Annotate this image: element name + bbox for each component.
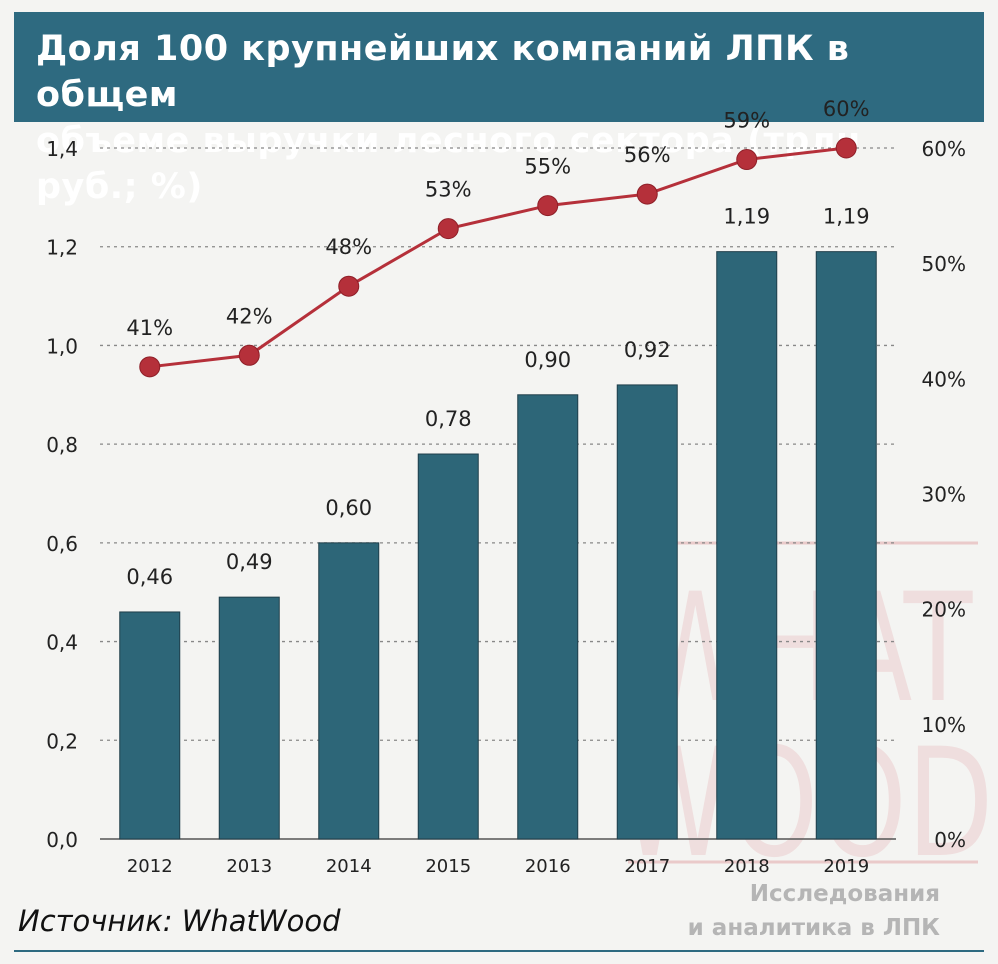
tagline-line2: и аналитика в ЛПК [687, 915, 940, 941]
y-left-tick-label: 1,0 [46, 334, 78, 358]
source-note: Источник: WhatWood [18, 904, 341, 938]
y-left-tick-label: 1,4 [46, 137, 78, 161]
x-tick-label: 2015 [425, 856, 471, 877]
x-tick-label: 2019 [823, 856, 869, 877]
bar [517, 394, 579, 840]
bar [716, 251, 778, 840]
line-point [835, 137, 857, 159]
y-left-tick-label: 0,2 [46, 729, 78, 753]
bar-value-label: 0,60 [325, 496, 372, 520]
x-tick-label: 2018 [724, 856, 770, 877]
line-point [238, 344, 260, 366]
bar [318, 542, 380, 840]
bar-value-label: 0,78 [425, 407, 472, 431]
line-value-label: 48% [325, 235, 372, 259]
bar-value-label: 0,90 [524, 348, 571, 372]
line-point [636, 183, 658, 205]
bar-value-label: 1,19 [823, 205, 870, 229]
y-left-tick-label: 0,6 [46, 532, 78, 556]
line-value-label: 59% [723, 109, 770, 133]
bar-value-label: 0,49 [226, 550, 273, 574]
watermark-tagline: Исследования и аналитика в ЛПК [688, 877, 940, 945]
y-right-tick-label: 30% [922, 483, 966, 507]
bar-series [119, 251, 877, 840]
y-right-tick-label: 40% [922, 367, 966, 391]
line-point [537, 195, 559, 217]
x-tick-label: 2012 [127, 856, 173, 877]
bar-value-label: 0,92 [624, 338, 671, 362]
line-value-label: 55% [524, 155, 571, 179]
footer-divider [14, 950, 984, 952]
line-value-label: 56% [624, 143, 671, 167]
line-value-label: 41% [126, 316, 173, 340]
line-path [149, 146, 847, 369]
bar [417, 453, 479, 840]
line-point [437, 218, 459, 240]
line-value-label: 60% [823, 97, 870, 121]
line-series [139, 137, 857, 378]
bar-data-labels: 0,46 0,49 0,60 0,78 0,90 0,92 1,19 1,19 [126, 205, 869, 589]
bar-value-label: 1,19 [723, 205, 770, 229]
x-axis: 2012 2013 2014 2015 2016 2017 2018 2019 [127, 856, 869, 877]
line-data-labels: 41% 42% 48% 53% 55% 56% 59% 60% [126, 97, 869, 340]
tagline-line1: Исследования [749, 881, 940, 907]
y-left-tick-label: 1,2 [46, 236, 78, 260]
watermark-logo: WHAT WOOD [619, 541, 994, 891]
bar [218, 596, 280, 840]
x-tick-label: 2017 [624, 856, 670, 877]
line-point [338, 275, 360, 297]
y-axis-left: 0,0 0,2 0,4 0,6 0,8 1,0 1,2 1,4 [46, 137, 78, 852]
y-axis-right: 0% 10% 20% 30% 40% 50% 60% [922, 137, 966, 852]
bar [815, 251, 877, 840]
line-value-label: 42% [226, 304, 273, 328]
x-tick-label: 2014 [326, 856, 372, 877]
y-left-tick-label: 0,8 [46, 433, 78, 457]
watermark-logo-line1: WHAT [640, 562, 974, 736]
chart-title-box: Доля 100 крупнейших компаний ЛПК в общем… [14, 12, 984, 207]
y-right-tick-label: 50% [922, 252, 966, 276]
y-right-tick-label: 20% [922, 598, 966, 622]
y-left-tick-label: 0,0 [46, 828, 78, 852]
y-right-tick-label: 60% [922, 137, 966, 161]
bar [119, 611, 181, 840]
x-tick-label: 2013 [226, 856, 272, 877]
y-left-tick-label: 0,4 [46, 631, 78, 655]
bar-value-label: 0,46 [126, 565, 173, 589]
bar [616, 384, 678, 840]
line-point [139, 356, 161, 378]
line-value-label: 53% [425, 178, 472, 202]
chart-title: Доля 100 крупнейших компаний ЛПК в общем… [36, 29, 861, 207]
watermark-logo-line2: WOOD [619, 717, 994, 891]
x-tick-label: 2016 [525, 856, 571, 877]
line-point [736, 149, 758, 171]
y-right-tick-label: 0% [934, 828, 966, 852]
y-right-tick-label: 10% [922, 713, 966, 737]
